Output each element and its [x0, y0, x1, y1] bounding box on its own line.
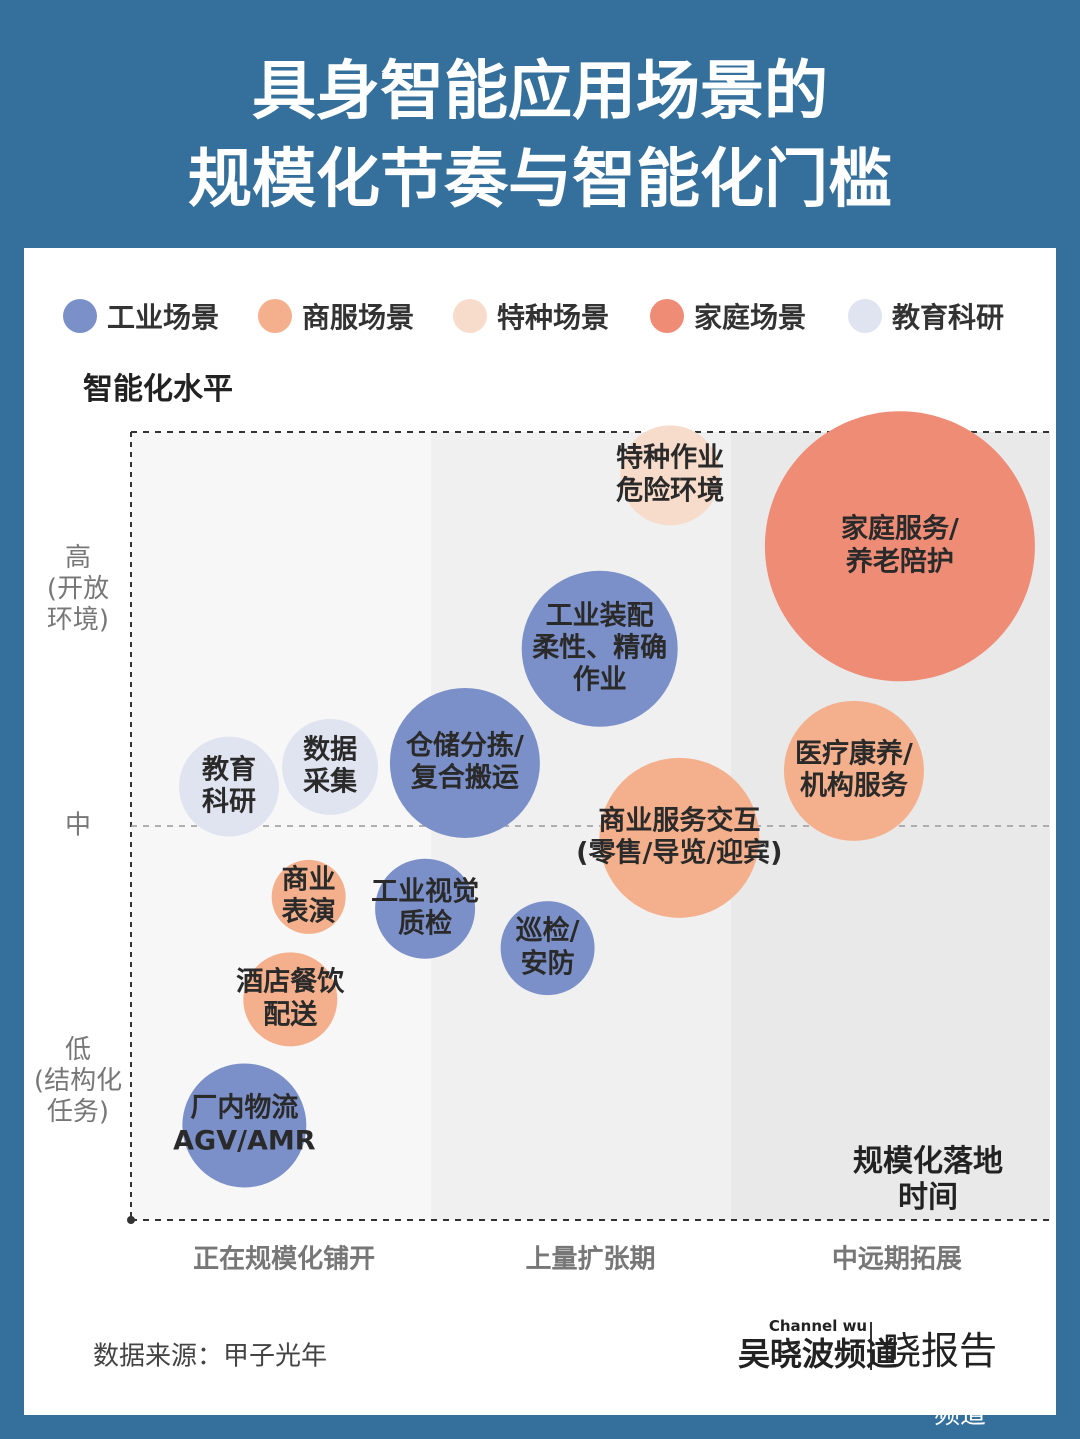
bubble-label: 工业装配 柔性、精确 作业 — [532, 600, 668, 696]
brand-name: 吴晓波频道 — [737, 1334, 899, 1373]
bubble-label: 厂内物流 AGV/AMR — [173, 1093, 316, 1157]
legend-marker — [453, 299, 487, 333]
bubble-label: 仓储分拣/ 复合搬运 — [405, 730, 524, 794]
bubble — [243, 952, 338, 1047]
bubble-label: 商业服务交互 (零售/导览/迎宾) — [576, 805, 783, 869]
bubble-label: 特种作业 危险环境 — [616, 442, 725, 507]
bubble — [620, 425, 721, 526]
y-axis-title: 智能化水平 — [83, 372, 233, 407]
bubble — [179, 736, 280, 837]
brand-top: Channel wu — [768, 1317, 868, 1335]
brand-report: 晓报告 — [882, 1329, 998, 1374]
legend-label: 特种场景 — [497, 301, 610, 334]
bubble — [764, 411, 1035, 682]
legend-marker — [63, 299, 97, 333]
x-tick-label: 上量扩张期 — [525, 1244, 656, 1275]
bubble — [599, 757, 760, 918]
bubble — [375, 858, 476, 959]
x-tick-label: 正在规模化铺开 — [193, 1244, 376, 1275]
legend-marker — [650, 299, 684, 333]
bubble-label: 工业视觉 质检 — [371, 876, 480, 940]
bubble — [182, 1063, 307, 1188]
bubble — [783, 700, 924, 841]
source: 数据来源：甲子光年 — [92, 1341, 328, 1372]
bubble — [521, 570, 678, 727]
legend-label: 商服场景 — [302, 301, 415, 334]
bubble-label: 家庭服务/ 养老陪护 — [840, 513, 959, 578]
legend-label: 教育科研 — [892, 301, 1005, 334]
legend-marker — [848, 299, 882, 333]
legend-marker — [258, 299, 292, 333]
watermark: @吴晓波频道 — [907, 1368, 1012, 1430]
bubble — [271, 859, 346, 934]
bubble — [389, 687, 540, 838]
bubble — [282, 718, 379, 815]
bubble-label: 数据 采集 — [303, 734, 358, 798]
y-tick-label: 中 — [64, 810, 92, 841]
bubble-label: 商业 表演 — [281, 864, 336, 928]
title: 规模化节奏与智能化门槛 — [188, 143, 892, 217]
legend-label: 家庭场景 — [694, 301, 807, 334]
x-tick-label: 中远期拓展 — [831, 1244, 962, 1275]
bubble-label: 酒店餐饮 配送 — [236, 966, 345, 1031]
y-tick-label: 低 (结构化 任务) — [33, 1035, 123, 1128]
bubble-label: 巡检/ 安防 — [515, 915, 580, 980]
bubble-label: 教育 科研 — [202, 754, 257, 818]
title: 具身智能应用场景的 — [252, 55, 828, 129]
legend-label: 工业场景 — [107, 301, 220, 334]
x-axis-title: 规模化落地时间 — [853, 1144, 1003, 1215]
bubble — [500, 901, 595, 996]
bubble-label: 医疗康养/ 机构服务 — [795, 738, 913, 802]
y-tick-label: 高 (开放 环境) — [46, 542, 110, 636]
